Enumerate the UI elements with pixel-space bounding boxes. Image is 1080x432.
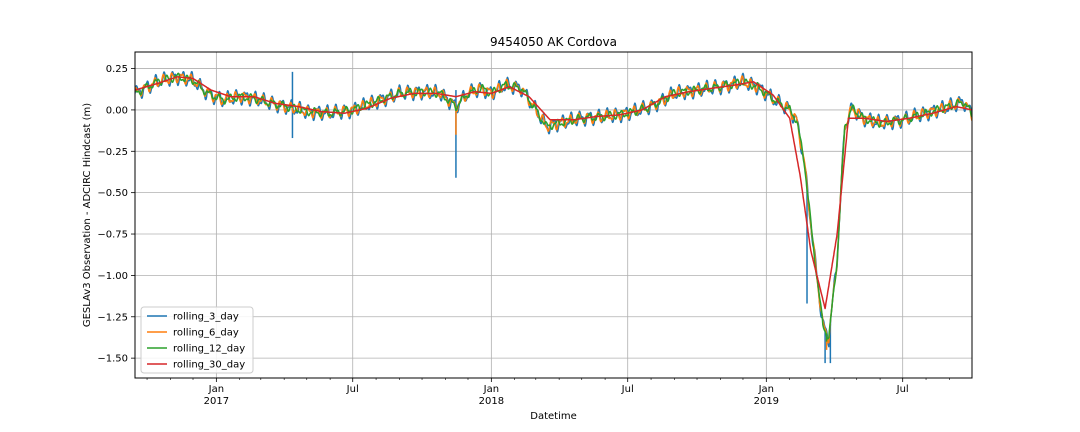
x-tick-label: Jan [483,384,499,395]
x-tick-label: Jul [896,384,909,395]
plot-area [135,70,972,364]
axes-frame [134,51,973,379]
series-rolling_30_day [135,76,972,310]
grid-lines [135,52,972,378]
y-axis-label: GESLAv3 Observation - ADCIRC Hindcast (m… [82,103,93,327]
legend: rolling_3_day rolling_6_day rolling_12_day… [140,306,254,374]
legend-label-rolling_3_day: rolling_3_day [173,312,239,323]
y-tick-label: −0.25 [97,147,128,158]
legend-label-rolling_12_day: rolling_12_day [173,344,245,355]
y-tick-label: 0.25 [106,64,128,75]
chart-title: 9454050 AK Cordova [490,35,617,49]
x-tick-year-label: 2019 [754,396,779,407]
axis-ticks: 0.25 0.00 −0.25 −0.50 −0.75 −1.00 −1.25 −1.50 Ja… [97,64,950,407]
y-tick-label: −1.00 [97,271,128,282]
x-tick-year-label: 2018 [479,396,504,407]
x-tick-label: Jan [208,384,224,395]
legend-label-rolling_30_day: rolling_30_day [173,360,245,371]
legend-box [140,306,254,374]
x-tick-year-label: 2017 [204,396,229,407]
x-tick-label: Jul [346,384,359,395]
x-tick-label: Jan [758,384,774,395]
series-line-rolling_12_day [135,72,972,340]
y-tick-label: −1.50 [97,354,128,365]
y-tick-label: −0.50 [97,188,128,199]
y-tick-label: −0.75 [97,230,128,241]
series-rolling_12_day [135,72,972,342]
x-axis-label: Datetime [530,411,577,422]
series-line-rolling_30_day [135,76,972,310]
x-tick-label: Jul [621,384,634,395]
legend-label-rolling_6_day: rolling_6_day [173,328,239,339]
y-tick-label: −1.25 [97,312,128,323]
y-tick-label: 0.00 [106,105,128,116]
